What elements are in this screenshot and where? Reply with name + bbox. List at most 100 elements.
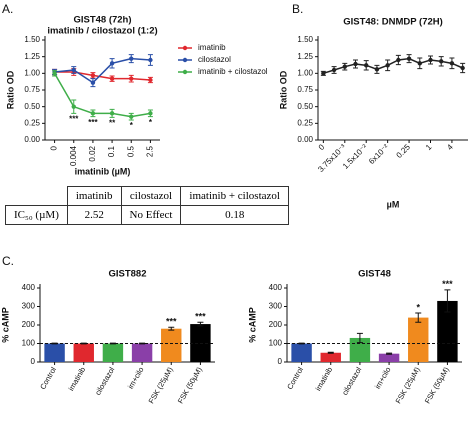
bar [320,352,341,362]
x-tick-label: imatinib [313,365,334,392]
chart-title: GIST882 [108,269,146,280]
data-point [331,67,337,73]
data-point [109,76,115,81]
y-tick-label: 200 [22,320,36,329]
y-tick-label: 1.50 [24,35,40,44]
y-axis-label: Ratio OD [278,70,288,109]
y-tick-label: 0.75 [297,85,313,94]
y-tick-label: 300 [269,302,283,311]
annotation: * [130,121,134,130]
x-axis-label: µM [387,199,400,209]
x-tick-label: Control [285,365,305,391]
x-axis-label: imatinib (µM) [75,166,131,176]
data-point [71,104,76,109]
chart-title: GIST48 [358,269,391,280]
data-point [148,111,153,116]
panel-label: A. [2,2,13,16]
x-tick-label: im+cilo [373,365,393,390]
bar [378,353,400,362]
error-bar [168,326,175,331]
data-point [460,65,465,71]
y-tick-label: 0 [278,357,283,366]
x-tick-label: 0.1 [107,145,116,157]
data-point [342,64,347,69]
annotation: ** [109,118,116,127]
y-tick-label: 0 [31,357,36,366]
x-tick-label: 0.004 [69,145,78,166]
legend-label: cilostazol [198,55,231,64]
data-point [129,76,134,81]
data-point [428,57,433,63]
data-point [109,61,115,66]
x-tick-label: 4 [445,142,455,152]
x-tick-label: imatinib [66,365,87,392]
bar [73,343,94,362]
chart-title: GIST48 (72h) [73,15,131,26]
y-tick-label: 0.25 [297,118,313,127]
bar [131,343,153,362]
data-point [148,57,153,63]
annotation: *** [166,317,177,327]
data-point [439,59,444,64]
x-tick-label: FSK (50µM) [176,365,204,405]
y-tick-label: 1.00 [297,68,313,77]
cell: 0.18 [180,205,289,225]
error-bar [386,352,393,355]
x-tick-label: FSK (50µM) [423,365,451,405]
series-line [54,57,151,84]
error-bar [197,321,204,327]
y-tick-label: 0.50 [24,102,40,111]
bar [44,343,65,362]
annotation: * [416,302,420,312]
x-tick-label: FSK (25µM) [147,365,175,405]
data-point [129,114,134,119]
y-tick-label: 100 [22,339,36,348]
y-tick-label: 1.25 [24,52,40,61]
y-tick-label: 400 [269,283,283,292]
data-point [129,56,134,61]
x-tick-label: Control [38,365,58,391]
legend-marker [182,57,188,63]
y-axis-label: % cAMP [247,307,257,343]
y-tick-label: 100 [269,339,283,348]
x-tick-label: 0.02 [88,145,97,161]
annotation: *** [69,114,79,123]
x-tick-label: cilostazol [340,365,363,397]
y-tick-label: 0.00 [24,135,40,144]
y-tick-label: 0.75 [24,85,40,94]
data-point [90,73,96,78]
data-point [364,63,369,68]
data-point [52,71,57,76]
y-axis-label: Ratio OD [5,70,15,109]
y-tick-label: 1.00 [24,68,40,77]
annotation: *** [195,312,206,322]
panel-label: B. [292,2,303,16]
ic50-table: imatinib cilostazol imatinib + cilostazo… [5,186,289,225]
y-tick-label: 200 [269,320,283,329]
bar [291,343,312,362]
data-point [90,111,96,116]
x-tick-label: 0.25 [395,142,413,160]
cell: No Effect [120,205,182,225]
row-label: IC₅₀ (µM) [5,205,68,225]
header-cell: cilostazol [120,186,182,206]
x-tick-label: 0 [317,142,327,152]
header-cell: imatinib [66,186,122,206]
bar [437,300,458,362]
error-bar [356,332,363,344]
data-point [396,57,401,63]
x-tick-label: 2.5 [146,145,155,157]
data-point [109,111,115,116]
y-tick-label: 0.00 [297,135,313,144]
data-point [417,61,422,66]
annotation: * [149,118,153,127]
blank-cell [5,186,68,206]
data-point [148,77,153,83]
annotation: *** [88,118,98,127]
table-row: IC₅₀ (µM) 2.52 No Effect 0.18 [5,205,289,225]
data-point [374,67,380,72]
data-point [321,71,326,76]
cell: 2.52 [66,205,122,225]
error-bar [415,312,422,323]
